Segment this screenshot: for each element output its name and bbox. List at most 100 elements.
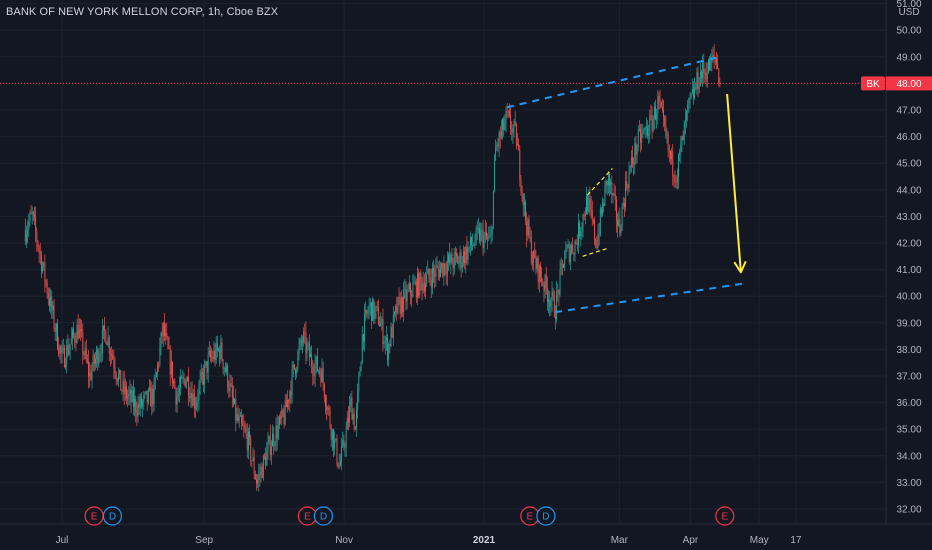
time-axis[interactable] bbox=[0, 523, 932, 550]
candle bbox=[277, 424, 279, 439]
arrow-head[interactable] bbox=[733, 260, 747, 274]
y-tick-label: 37.00 bbox=[896, 372, 921, 383]
candle bbox=[638, 129, 640, 131]
candle bbox=[239, 415, 241, 417]
candle bbox=[210, 350, 211, 357]
candle bbox=[624, 202, 625, 207]
candle bbox=[642, 131, 644, 134]
candle bbox=[382, 319, 384, 345]
candle bbox=[331, 429, 333, 440]
candle bbox=[611, 181, 613, 195]
candle bbox=[481, 229, 483, 231]
candle bbox=[609, 173, 610, 186]
candle bbox=[658, 96, 660, 101]
channel-trendline[interactable] bbox=[554, 281, 748, 314]
candle bbox=[107, 337, 109, 346]
candle bbox=[31, 212, 33, 214]
candle bbox=[81, 329, 83, 333]
candle bbox=[91, 369, 93, 380]
candle bbox=[574, 241, 576, 255]
candle bbox=[709, 59, 711, 71]
candle bbox=[627, 186, 629, 188]
candle bbox=[60, 346, 62, 353]
candle bbox=[95, 358, 96, 364]
candle bbox=[341, 446, 343, 462]
candle bbox=[412, 283, 414, 297]
candle bbox=[707, 59, 709, 73]
candle bbox=[242, 422, 244, 426]
candle bbox=[529, 236, 531, 238]
candle bbox=[361, 334, 363, 363]
candle bbox=[272, 433, 274, 447]
candle bbox=[283, 415, 285, 425]
candle bbox=[597, 234, 599, 248]
candle bbox=[356, 409, 357, 428]
candle bbox=[149, 387, 150, 390]
candle bbox=[350, 397, 352, 406]
candle bbox=[191, 392, 193, 406]
candle bbox=[27, 229, 29, 235]
candle bbox=[632, 157, 633, 164]
candle bbox=[251, 460, 253, 462]
y-tick-label: 32.00 bbox=[896, 505, 921, 516]
flag-trendline[interactable] bbox=[586, 168, 613, 196]
candle bbox=[241, 415, 242, 423]
candle bbox=[606, 180, 608, 186]
candle bbox=[385, 337, 387, 341]
candle bbox=[123, 380, 125, 394]
candle bbox=[65, 364, 67, 367]
flag-trendline[interactable] bbox=[582, 247, 609, 257]
candle bbox=[621, 205, 623, 231]
candle bbox=[276, 425, 278, 439]
candle bbox=[566, 246, 568, 250]
candle bbox=[135, 398, 137, 413]
candle bbox=[333, 429, 334, 449]
earnings-event-icon[interactable] bbox=[715, 506, 735, 526]
candle bbox=[495, 147, 497, 161]
candle bbox=[141, 396, 142, 407]
candle bbox=[161, 332, 163, 336]
event-label: E bbox=[91, 512, 98, 523]
candle bbox=[267, 442, 269, 451]
candle bbox=[111, 354, 113, 356]
y-tick-label: 40.00 bbox=[896, 292, 921, 303]
candle bbox=[162, 322, 164, 336]
candle bbox=[469, 237, 471, 247]
candle bbox=[205, 361, 207, 366]
candle bbox=[395, 305, 397, 312]
candle bbox=[145, 390, 147, 393]
channel-trendline[interactable] bbox=[506, 55, 721, 109]
candle bbox=[648, 134, 650, 136]
candle bbox=[362, 334, 364, 342]
candle bbox=[116, 378, 118, 382]
arrow-shaft[interactable] bbox=[726, 93, 742, 273]
candle bbox=[589, 198, 591, 205]
symbol-badge bbox=[861, 76, 885, 91]
candle bbox=[479, 228, 481, 242]
candle bbox=[634, 143, 636, 165]
y-tick-label: 43.00 bbox=[896, 212, 921, 223]
candle bbox=[473, 245, 475, 246]
candle bbox=[460, 252, 462, 268]
dividend-event-icon[interactable] bbox=[536, 506, 556, 526]
candle bbox=[174, 380, 176, 389]
candle bbox=[503, 119, 505, 130]
candle bbox=[165, 332, 167, 336]
candle bbox=[82, 332, 84, 354]
candle bbox=[274, 444, 276, 446]
candle bbox=[672, 151, 674, 175]
dividend-event-icon[interactable] bbox=[313, 506, 334, 526]
candle bbox=[427, 269, 429, 275]
candle bbox=[345, 429, 347, 448]
candle bbox=[139, 396, 141, 409]
candle bbox=[54, 327, 56, 332]
candle bbox=[653, 106, 655, 120]
candle bbox=[506, 111, 508, 112]
y-tick-label: 38.00 bbox=[896, 345, 921, 356]
candle bbox=[633, 163, 635, 165]
candle bbox=[250, 437, 252, 461]
dividend-event-icon[interactable] bbox=[102, 506, 123, 526]
drawing-layer[interactable] bbox=[506, 55, 748, 314]
